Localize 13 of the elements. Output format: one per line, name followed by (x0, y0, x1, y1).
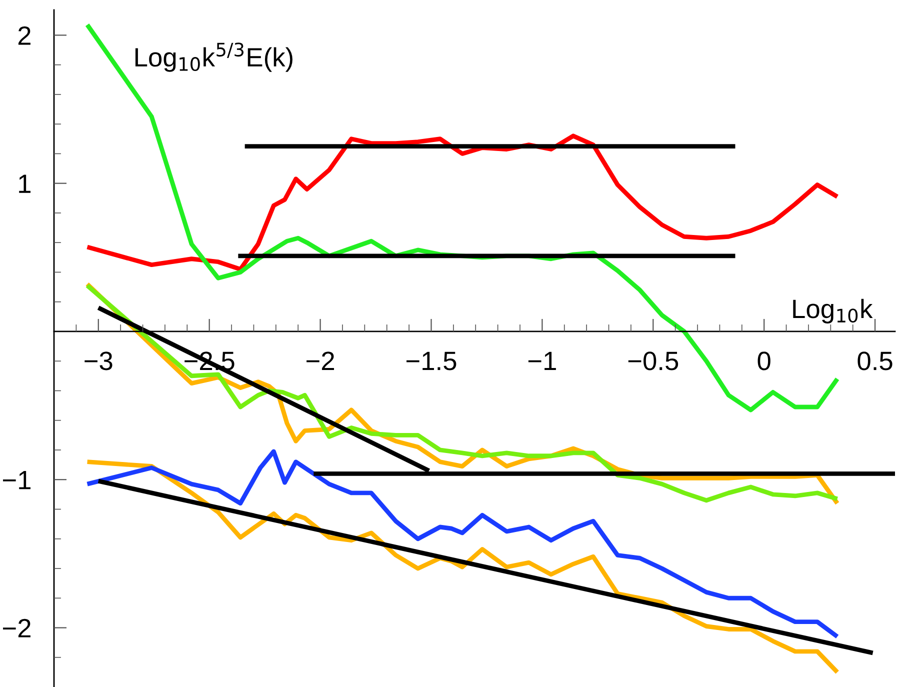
y-tick-label: 1 (19, 174, 30, 193)
x-axis-title: Log$_{10}$k (793, 298, 873, 324)
y-tick-label: −2 (2, 618, 30, 638)
x-tick-label: −2 (306, 352, 334, 370)
x-tick-label: −1 (528, 352, 556, 370)
x-tick-label: −1.5 (406, 352, 456, 370)
y-tick-label: 2 (18, 26, 30, 45)
x-tick-label: −0.5 (628, 352, 678, 370)
y-axis-title: Log$_{10}$k$^{5/3}$E(k) (135, 42, 292, 72)
y-tick-label: −1 (2, 471, 30, 490)
x-tick-label: 0.5 (858, 352, 892, 370)
x-tick-label: −3 (84, 352, 112, 370)
x-tick-label: 0 (758, 352, 770, 370)
